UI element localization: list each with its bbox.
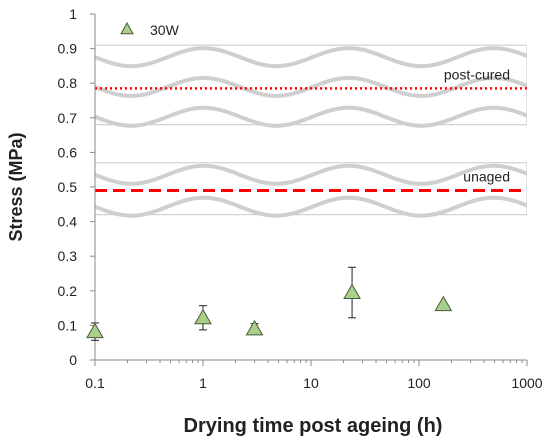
band-wave xyxy=(95,195,527,218)
y-axis-title: Stress (MPa) xyxy=(6,132,26,241)
band-wave xyxy=(95,46,527,69)
data-points xyxy=(86,266,453,341)
legend: 30W xyxy=(120,21,180,38)
y-tick-label: 1 xyxy=(69,6,77,22)
x-tick-label: 1 xyxy=(199,375,207,391)
y-tick-label: 0.7 xyxy=(58,110,78,126)
y-tick-label: 0.6 xyxy=(58,144,78,160)
legend-marker xyxy=(120,21,134,35)
y-tick-label: 0 xyxy=(69,352,77,368)
y-tick-label: 0.2 xyxy=(58,283,78,299)
band-label-unaged: unaged xyxy=(463,168,510,184)
band-wave xyxy=(95,105,527,128)
data-point xyxy=(194,308,212,325)
data-point xyxy=(245,319,264,336)
x-tick-label: 0.1 xyxy=(85,375,105,391)
band-labels: post-cured unaged xyxy=(444,66,510,184)
legend-label: 30W xyxy=(150,22,180,38)
y-tick-label: 0.4 xyxy=(58,214,78,230)
band-wave xyxy=(95,163,527,186)
x-tick-label: 10 xyxy=(303,375,319,391)
data-point xyxy=(343,283,361,300)
x-axis-title: Drying time post ageing (h) xyxy=(184,415,443,437)
y-tick-label: 0.3 xyxy=(58,248,78,264)
y-tick-label: 0.5 xyxy=(58,179,78,195)
reference-lines xyxy=(95,87,527,192)
axes xyxy=(90,13,528,366)
y-tick-label: 0.8 xyxy=(58,75,78,91)
tick-labels: 0 0.1 0.2 0.3 0.4 0.5 0.6 0.7 0.8 0.9 1 0.1 1 10 100 10… xyxy=(58,6,543,391)
y-tick-label: 0.9 xyxy=(58,41,78,57)
data-point xyxy=(434,295,453,312)
x-tick-label: 1000 xyxy=(511,375,542,391)
x-tick-label: 100 xyxy=(407,375,431,391)
y-tick-label: 0.1 xyxy=(58,317,78,333)
data-point xyxy=(86,322,104,339)
reference-bands xyxy=(95,44,527,218)
band-label-post-cured: post-cured xyxy=(444,66,510,82)
